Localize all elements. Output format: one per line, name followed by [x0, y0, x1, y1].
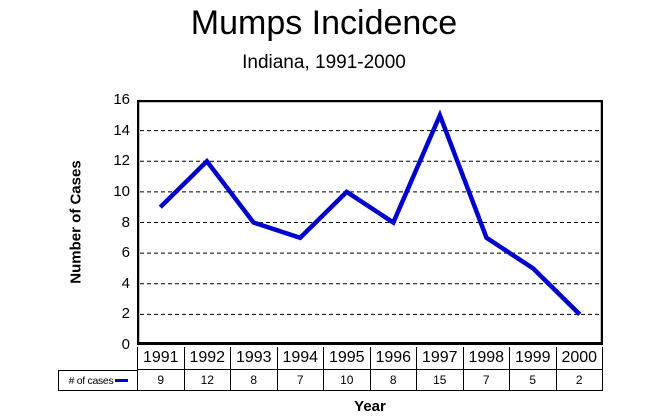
plot-area [137, 100, 603, 345]
chart-subtitle: Indiana, 1991-2000 [242, 52, 406, 73]
value-cell: 12 [185, 370, 231, 390]
y-tick-label: 8 [121, 213, 130, 231]
value-cell: 10 [324, 370, 371, 390]
year-cell: 1995 [324, 347, 371, 369]
value-cell: 9 [138, 370, 185, 390]
y-tick-label: 16 [113, 91, 130, 108]
x-axis-label: Year [354, 398, 386, 415]
y-tick-label: 6 [121, 244, 130, 262]
y-tick-label: 12 [113, 152, 130, 170]
value-cell: 2 [557, 370, 603, 390]
x-axis-year-row: 1991 1992 1993 1994 1995 1996 1997 1998 1999 2000 [137, 347, 603, 370]
value-cell: 15 [417, 370, 464, 390]
legend-label: # of cases [68, 374, 114, 387]
line-chart-svg [137, 100, 603, 345]
chart-title: Mumps Incidence [190, 4, 458, 42]
y-tick-label: 2 [121, 305, 130, 323]
y-axis-label: Number of Cases [67, 160, 85, 284]
value-cell: 7 [464, 370, 510, 390]
year-cell: 1992 [185, 347, 231, 369]
legend-cell: # of cases [58, 370, 138, 391]
year-cell: 1997 [417, 347, 464, 369]
value-cell: 7 [278, 370, 324, 390]
value-cell: 5 [510, 370, 557, 390]
year-cell: 1994 [278, 347, 324, 369]
legend-line-sample-icon [115, 379, 129, 382]
year-cell: 1996 [371, 347, 417, 369]
y-tick-label: 14 [113, 121, 130, 139]
year-cell: 1993 [231, 347, 278, 369]
value-cell: 8 [371, 370, 417, 390]
y-tick-label: 4 [121, 274, 130, 292]
data-table-values-row: 9 12 8 7 10 8 15 7 5 2 [137, 370, 603, 391]
year-cell: 2000 [557, 347, 603, 369]
year-cell: 1991 [138, 347, 185, 369]
y-tick-label: 10 [113, 182, 130, 200]
data-line-series [158, 109, 582, 317]
year-cell: 1998 [464, 347, 510, 369]
year-cell: 1999 [510, 347, 557, 369]
value-cell: 8 [231, 370, 278, 390]
y-tick-label: 0 [121, 336, 130, 353]
